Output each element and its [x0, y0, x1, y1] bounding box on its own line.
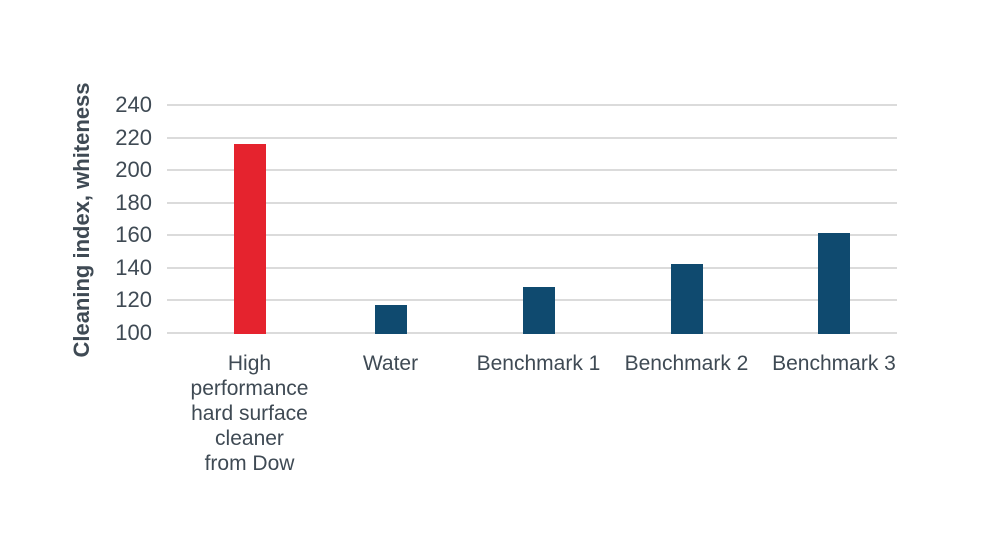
gridline-180: [167, 201, 897, 204]
x-axis-label-water: Water: [362, 352, 419, 375]
x-axis-label-benchmark-3: Benchmark 3: [772, 352, 896, 375]
y-tick-label: 180: [115, 189, 152, 215]
gridline-200: [167, 169, 897, 171]
y-tick-label: 140: [115, 254, 152, 280]
y-tick-label: 160: [115, 222, 152, 247]
gridline-160: [167, 234, 897, 236]
bar-water: [374, 304, 407, 334]
y-tick-label: 240: [115, 92, 152, 117]
bar-benchmark-3: [818, 233, 850, 334]
gridline-220: [167, 136, 897, 139]
y-tick-label: 220: [115, 124, 152, 150]
bar-benchmark-2: [670, 264, 703, 334]
gridline-140: [167, 266, 897, 269]
x-axis-label-benchmark-1: Benchmark 1: [476, 352, 601, 375]
bar-benchmark-1: [522, 287, 555, 334]
gridline-240: [167, 104, 897, 106]
x-axis-label-high-performance-hard-surfac: High performance hard surface cleaner fr…: [190, 352, 309, 475]
y-tick-label: 200: [115, 157, 152, 182]
bar-high-performance-hard-surfac: [233, 144, 266, 334]
y-tick-label: 120: [115, 287, 152, 312]
y-tick-label: 100: [115, 319, 152, 345]
x-axis-label-benchmark-2: Benchmark 2: [624, 352, 749, 375]
